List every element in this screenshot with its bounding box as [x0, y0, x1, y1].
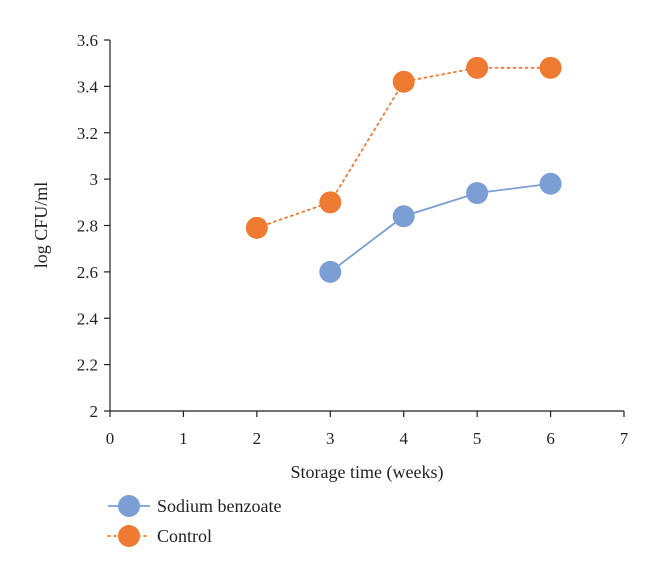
y-tick-label: 2.6: [77, 263, 98, 282]
series-layer: [245, 56, 562, 283]
data-point: [466, 56, 489, 79]
y-axis-title: log CFU/ml: [31, 182, 51, 269]
x-tick-label: 4: [399, 429, 408, 448]
y-tick-label: 2.2: [77, 356, 98, 375]
y-tick-label: 2.8: [77, 217, 98, 236]
x-tick-label: 1: [179, 429, 188, 448]
x-tick-label: 0: [106, 429, 115, 448]
x-tick-label: 7: [620, 429, 629, 448]
series-line-control: [255, 66, 552, 229]
x-axis-title: Storage time (weeks): [291, 462, 444, 483]
x-tick-label: 3: [326, 429, 335, 448]
data-point: [319, 191, 342, 214]
data-point: [539, 56, 562, 79]
x-ticks: 0 1 2 3 4 5 6 7: [106, 411, 629, 448]
series-line-sodium-benzoate: [329, 182, 551, 273]
data-point: [392, 70, 415, 93]
series-control: [245, 56, 562, 239]
data-point: [392, 205, 415, 228]
y-tick-label: 3.2: [77, 124, 98, 143]
x-tick-label: 5: [473, 429, 482, 448]
legend-marker: [118, 495, 140, 517]
legend-item-control: Control: [107, 525, 212, 547]
legend-label: Sodium benzoate: [157, 496, 281, 516]
y-tick-label: 3.4: [77, 77, 99, 96]
data-point: [466, 182, 489, 205]
legend: Sodium benzoate Control: [107, 495, 281, 547]
data-point: [245, 216, 268, 239]
y-tick-label: 2: [90, 402, 99, 421]
x-tick-label: 6: [546, 429, 555, 448]
y-tick-label: 2.4: [77, 309, 99, 328]
data-point: [319, 260, 342, 283]
x-tick-label: 2: [253, 429, 262, 448]
axes: 2 2.2 2.4 2.6 2.8 3 3.2 3.4 3.6 0 1 2 3 4 5 6 7: [77, 31, 629, 448]
y-tick-label: 3.6: [77, 31, 98, 50]
legend-label: Control: [157, 526, 212, 546]
data-point: [539, 172, 562, 195]
y-tick-label: 3: [90, 170, 99, 189]
y-ticks: 2 2.2 2.4 2.6 2.8 3 3.2 3.4 3.6: [77, 31, 110, 421]
series-sodium-benzoate: [319, 172, 562, 283]
legend-marker: [118, 525, 140, 547]
legend-item-sodium-benzoate: Sodium benzoate: [108, 495, 281, 517]
